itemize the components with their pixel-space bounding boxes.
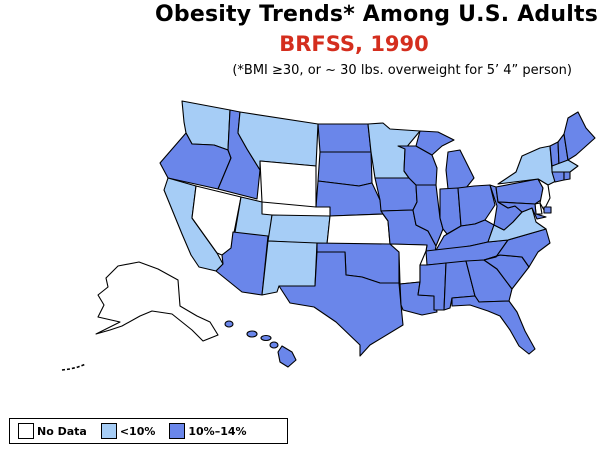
legend-label-no-data: No Data: [37, 424, 87, 438]
state-sd: [317, 151, 373, 187]
state-hi-big-island: [277, 345, 297, 368]
state-ks: [326, 213, 391, 245]
aleutian-islands: [61, 363, 87, 371]
state-in: [439, 187, 462, 235]
state-me: [563, 111, 596, 161]
state-md: [497, 201, 547, 220]
state-nc: [483, 228, 551, 268]
state-ak: [95, 261, 219, 342]
legend-label-low: <10%: [119, 424, 156, 438]
map-subtitle: BRFSS, 1990: [279, 32, 429, 56]
map-legend: No Data <10% 10%–14%: [9, 418, 288, 444]
state-ia: [374, 177, 418, 212]
state-fl: [451, 295, 536, 355]
state-hi-maui: [269, 341, 279, 349]
state-hi-molokai: [260, 334, 272, 342]
legend-swatch-no-data: [18, 423, 34, 439]
state-ny: [497, 145, 559, 186]
legend-label-mid: 10%–14%: [188, 424, 247, 438]
legend-swatch-mid: [169, 423, 186, 439]
legend-item-no-data: No Data: [18, 423, 87, 439]
state-hi-kauai: [224, 320, 234, 328]
state-nd: [317, 123, 372, 153]
legend-item-low: <10%: [100, 423, 156, 439]
bmi-footnote: (*BMI ≥30, or ~ 30 lbs. overweight for 5…: [232, 63, 572, 78]
state-il: [412, 184, 444, 247]
state-dc: [543, 206, 552, 214]
state-mi-up: [415, 130, 455, 156]
state-hi-oahu: [246, 330, 258, 338]
state-co: [267, 214, 331, 245]
state-ri: [563, 171, 571, 181]
state-ma: [551, 159, 579, 173]
legend-swatch-low: [100, 423, 117, 439]
state-ne: [315, 180, 384, 217]
map-title: Obesity Trends* Among U.S. Adults: [155, 2, 598, 27]
state-mi: [445, 149, 475, 190]
state-wy: [259, 160, 317, 208]
state-oh: [457, 184, 496, 227]
state-tx: [278, 251, 404, 357]
legend-item-mid: 10%–14%: [169, 423, 247, 439]
